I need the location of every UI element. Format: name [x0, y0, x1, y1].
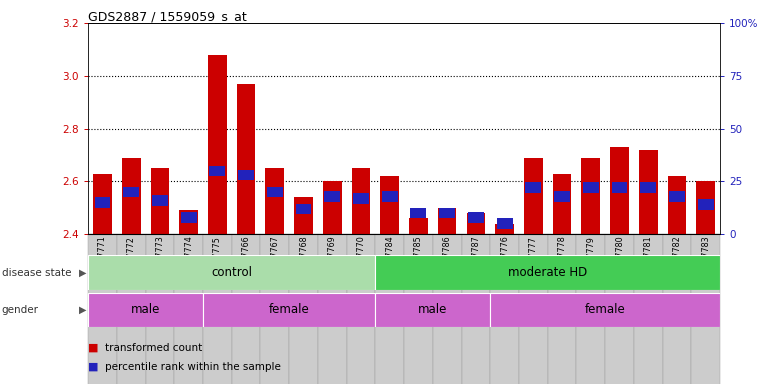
Bar [353, 193, 369, 204]
Bar [696, 182, 715, 234]
Bar [88, 293, 203, 327]
Text: ▶: ▶ [79, 268, 87, 278]
Bar [375, 255, 720, 290]
Bar [669, 191, 685, 202]
Bar [490, 234, 519, 384]
Text: ■: ■ [88, 343, 99, 353]
Bar [203, 234, 231, 384]
Bar [519, 234, 548, 384]
Text: female: female [584, 303, 626, 316]
Bar [411, 208, 427, 218]
Bar [433, 234, 461, 384]
Bar [439, 208, 455, 218]
Bar [576, 234, 605, 384]
Bar [324, 191, 340, 202]
Bar [496, 218, 512, 229]
Text: disease state: disease state [2, 268, 71, 278]
Bar [438, 208, 457, 234]
Bar [548, 234, 576, 384]
Bar [296, 204, 312, 214]
Text: ▶: ▶ [79, 305, 87, 315]
Bar [88, 255, 375, 290]
Bar [490, 293, 720, 327]
Bar [203, 293, 375, 327]
Bar [267, 187, 283, 197]
Text: GDS2887 / 1559059_s_at: GDS2887 / 1559059_s_at [88, 10, 247, 23]
Bar [123, 187, 139, 197]
Bar [346, 234, 375, 384]
Bar [461, 234, 490, 384]
Bar [611, 147, 629, 234]
Bar [181, 212, 197, 223]
Text: gender: gender [2, 305, 38, 315]
Bar [404, 234, 433, 384]
Bar [554, 191, 570, 202]
Bar [260, 234, 290, 384]
Bar [209, 166, 225, 176]
Text: moderate HD: moderate HD [508, 266, 588, 279]
Bar [174, 234, 203, 384]
Bar [691, 234, 720, 384]
Bar [381, 191, 398, 202]
Text: control: control [211, 266, 252, 279]
Bar [375, 293, 490, 327]
Bar [375, 234, 404, 384]
Bar [208, 55, 227, 234]
Bar [323, 182, 342, 234]
Bar [698, 199, 714, 210]
Bar [633, 234, 663, 384]
Bar [639, 150, 657, 234]
Text: percentile rank within the sample: percentile rank within the sample [105, 362, 281, 372]
Bar [231, 234, 260, 384]
Bar [525, 182, 542, 193]
Bar [496, 223, 514, 234]
Text: male: male [418, 303, 447, 316]
Bar [88, 234, 116, 384]
Text: ■: ■ [88, 362, 99, 372]
Text: male: male [131, 303, 160, 316]
Bar [611, 182, 627, 193]
Bar [640, 182, 656, 193]
Text: female: female [269, 303, 309, 316]
Bar [605, 234, 634, 384]
Bar [116, 234, 146, 384]
Bar [668, 176, 686, 234]
Bar [151, 168, 169, 234]
Bar [238, 170, 254, 180]
Bar [468, 212, 484, 223]
Bar [352, 168, 370, 234]
Bar [93, 174, 112, 234]
Bar [583, 182, 599, 193]
Bar [663, 234, 691, 384]
Bar [524, 158, 542, 234]
Bar [409, 218, 427, 234]
Bar [581, 158, 600, 234]
Bar [146, 234, 174, 384]
Bar [318, 234, 346, 384]
Bar [553, 174, 571, 234]
Bar [94, 197, 110, 208]
Bar [289, 234, 318, 384]
Bar [466, 213, 485, 234]
Bar [237, 84, 255, 234]
Text: transformed count: transformed count [105, 343, 202, 353]
Bar [294, 197, 313, 234]
Bar [152, 195, 168, 206]
Bar [122, 158, 140, 234]
Bar [266, 168, 284, 234]
Bar [179, 210, 198, 234]
Bar [381, 176, 399, 234]
